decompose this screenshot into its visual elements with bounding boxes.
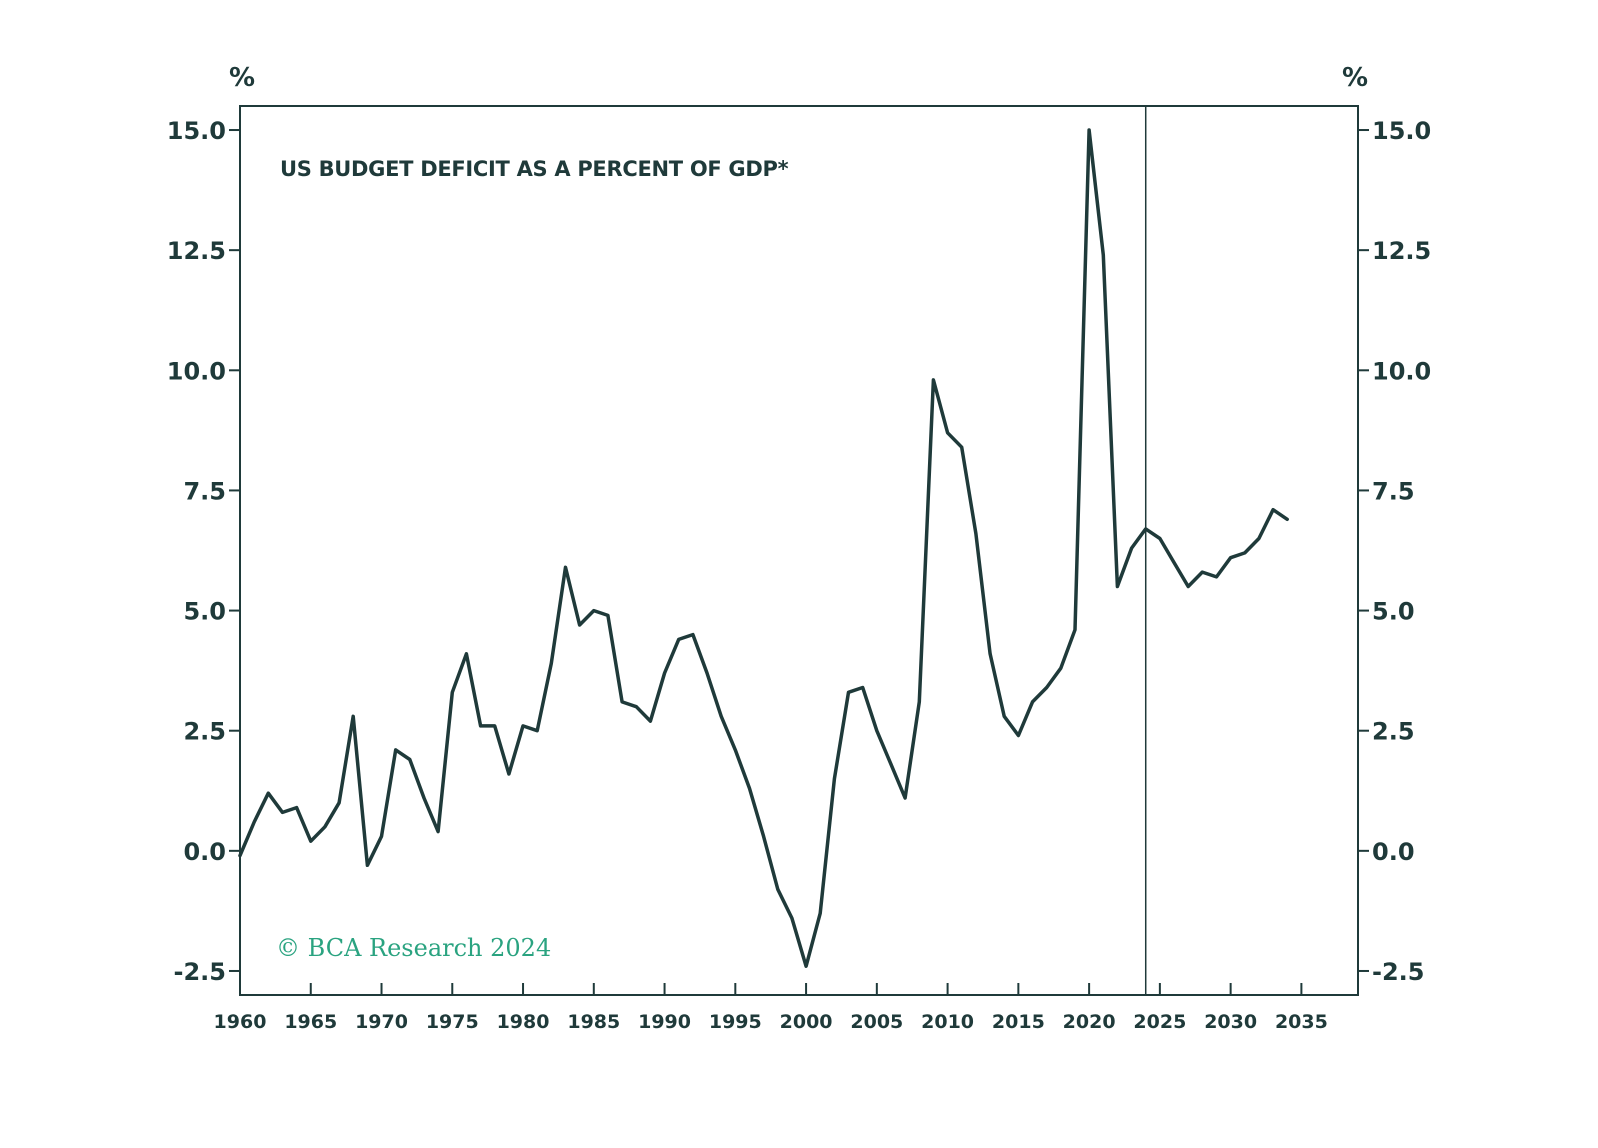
series-group <box>240 130 1287 966</box>
x-tick-label: 2035 <box>1275 1011 1328 1033</box>
y-unit-left: % <box>229 63 255 93</box>
y-tick-right-label: 5.0 <box>1372 598 1415 626</box>
x-tick-label: 1985 <box>567 1011 620 1033</box>
y-tick-right-label: 2.5 <box>1372 718 1415 746</box>
x-tick-label: 1990 <box>638 1011 691 1033</box>
credit-text: © BCA Research 2024 <box>276 934 551 962</box>
y-tick-right-label: -2.5 <box>1372 958 1424 986</box>
y-tick-left-label: 12.5 <box>167 237 226 265</box>
x-tick-label: 1995 <box>709 1011 762 1033</box>
x-tick-label: 1965 <box>284 1011 337 1033</box>
y-tick-left-label: -2.5 <box>174 958 226 986</box>
x-tick-label: 1960 <box>214 1011 267 1033</box>
y-tick-right-label: 7.5 <box>1372 477 1415 505</box>
x-axis: 1960 1965 1970 1975 1980 1985 1990 1995 2000 2005… <box>214 983 1328 1033</box>
y-tick-left-label: 0.0 <box>183 838 226 866</box>
y-tick-left-label: 2.5 <box>183 718 226 746</box>
y-axis-left: 15.0 12.5 10.0 7.5 5.0 2.5 0.0 -2.5 <box>167 117 240 986</box>
series-line-deficit <box>240 130 1287 966</box>
x-tick-label: 1980 <box>497 1011 550 1033</box>
x-tick-label: 2000 <box>780 1011 833 1033</box>
x-tick-label: 1975 <box>426 1011 479 1033</box>
y-tick-right-label: 15.0 <box>1372 117 1431 145</box>
y-unit-right: % <box>1342 63 1368 93</box>
y-tick-right-label: 0.0 <box>1372 838 1415 866</box>
x-tick-label: 2030 <box>1204 1011 1257 1033</box>
y-axis-right: 15.0 12.5 10.0 7.5 5.0 2.5 0.0 -2.5 <box>1358 117 1431 986</box>
y-tick-left-label: 7.5 <box>183 477 226 505</box>
y-tick-right-label: 12.5 <box>1372 237 1431 265</box>
y-tick-left-label: 5.0 <box>183 598 226 626</box>
plot-frame <box>240 106 1358 995</box>
y-tick-right-label: 10.0 <box>1372 357 1431 385</box>
x-tick-label: 2005 <box>850 1011 903 1033</box>
y-tick-left-label: 15.0 <box>167 117 226 145</box>
x-tick-label: 2015 <box>992 1011 1045 1033</box>
chart-title: US BUDGET DEFICIT AS A PERCENT OF GDP* <box>280 157 789 181</box>
x-tick-label: 2010 <box>921 1011 974 1033</box>
x-tick-label: 2020 <box>1063 1011 1116 1033</box>
x-tick-label: 1970 <box>355 1011 408 1033</box>
x-tick-label: 2025 <box>1133 1011 1186 1033</box>
y-tick-left-label: 10.0 <box>167 357 226 385</box>
